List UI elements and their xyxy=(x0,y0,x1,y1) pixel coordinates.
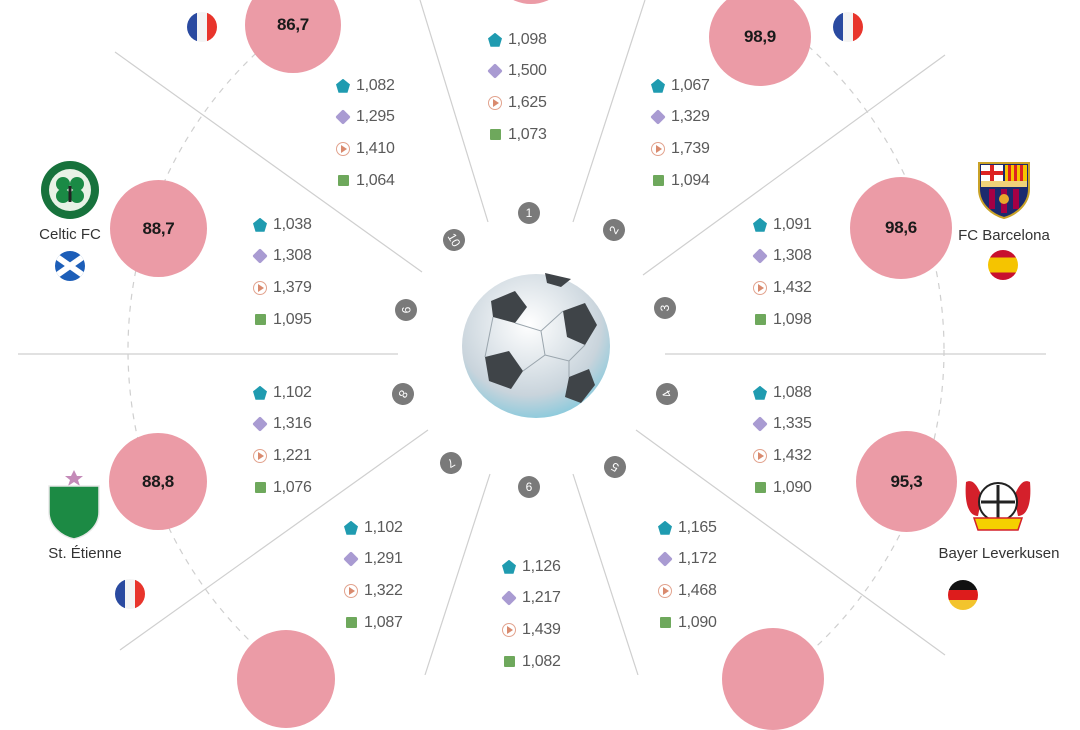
square-icon xyxy=(255,314,266,326)
play-circle-icon xyxy=(502,622,516,637)
pentagon-icon xyxy=(336,78,350,93)
stats-9: 1,038 1,308 1,379 1,095 xyxy=(252,209,343,335)
score-bubble-9: 88,7 xyxy=(110,180,207,277)
play-circle-icon xyxy=(253,448,267,463)
score-bubble-1 xyxy=(490,0,572,4)
play-circle-icon xyxy=(753,448,767,463)
score-bubble-4: 95,3 xyxy=(856,431,957,532)
club-name-leverkusen: Bayer Leverkusen xyxy=(938,545,1060,562)
square-icon xyxy=(504,656,515,668)
score-bubble-2: 98,9 xyxy=(709,0,811,86)
stats-6: 1,126 1,217 1,439 1,082 xyxy=(501,551,592,677)
club-name-barcelona: FC Barcelona xyxy=(958,227,1050,244)
play-circle-icon xyxy=(344,583,358,598)
radial-ranking-chart: 86,7 98,9 88,7 98,6 88,8 95,3 1,098 1,50… xyxy=(0,0,1080,675)
stats-1: 1,098 1,500 1,625 1,073 xyxy=(487,24,578,150)
pentagon-icon xyxy=(658,520,672,535)
france-flag-icon xyxy=(187,12,217,42)
club-name-celtic: Celtic FC xyxy=(39,226,101,243)
diamond-icon xyxy=(650,109,666,126)
square-icon xyxy=(660,617,671,629)
square-icon xyxy=(490,129,501,141)
pentagon-icon xyxy=(753,385,767,400)
france-flag-icon xyxy=(115,579,145,609)
square-icon xyxy=(346,617,357,629)
pentagon-icon xyxy=(502,559,516,574)
pentagon-icon xyxy=(488,32,502,47)
diamond-icon xyxy=(252,248,268,265)
spain-flag-icon xyxy=(988,250,1018,280)
play-circle-icon xyxy=(651,141,665,156)
diamond-icon xyxy=(752,248,768,265)
diamond-icon xyxy=(501,590,517,607)
score-bubble-5 xyxy=(722,628,824,730)
square-icon xyxy=(755,482,766,494)
diamond-icon xyxy=(343,551,359,568)
score-bubble-7 xyxy=(237,630,335,728)
stats-7: 1,102 1,291 1,322 1,087 xyxy=(343,512,434,638)
scotland-flag-icon xyxy=(55,251,85,281)
play-circle-icon xyxy=(336,141,350,156)
france-flag-icon xyxy=(833,12,863,42)
pentagon-icon xyxy=(344,520,358,535)
diamond-icon xyxy=(252,416,268,433)
stats-8: 1,102 1,316 1,221 1,076 xyxy=(252,377,343,503)
stats-10: 1,082 1,295 1,410 1,064 xyxy=(335,70,426,196)
play-circle-icon xyxy=(253,280,267,295)
play-circle-icon xyxy=(753,280,767,295)
leverkusen-crest-icon xyxy=(965,481,1031,531)
soccer-ball-icon xyxy=(462,273,610,418)
rank-badge-6: 6 xyxy=(518,476,540,498)
diamond-icon xyxy=(752,416,768,433)
stats-4: 1,088 1,335 1,432 1,090 xyxy=(752,377,843,503)
play-circle-icon xyxy=(488,95,502,110)
pentagon-icon xyxy=(253,217,267,232)
stats-5: 1,165 1,172 1,468 1,090 xyxy=(657,512,748,638)
celtic-crest-icon xyxy=(41,161,99,219)
square-icon xyxy=(653,175,664,187)
rank-badge-3: 3 xyxy=(654,297,676,319)
diamond-icon xyxy=(657,551,673,568)
pentagon-icon xyxy=(253,385,267,400)
rank-badge-9: 9 xyxy=(395,299,417,321)
score-bubble-3: 98,6 xyxy=(850,177,952,279)
st-etienne-crest-icon xyxy=(48,470,100,540)
stats-2: 1,067 1,329 1,739 1,094 xyxy=(650,70,741,196)
divider-lines xyxy=(18,0,1046,675)
pentagon-icon xyxy=(753,217,767,232)
square-icon xyxy=(338,175,349,187)
club-name-st-etienne: St. Étienne xyxy=(48,545,122,562)
square-icon xyxy=(755,314,766,326)
diamond-icon xyxy=(335,109,351,126)
stats-3: 1,091 1,308 1,432 1,098 xyxy=(752,209,843,335)
score-bubble-8: 88,8 xyxy=(109,433,207,530)
barcelona-crest-icon xyxy=(978,162,1030,219)
germany-flag-icon xyxy=(948,580,978,610)
diamond-icon xyxy=(487,63,503,80)
pentagon-icon xyxy=(651,78,665,93)
rank-badge-1: 1 xyxy=(518,202,540,224)
play-circle-icon xyxy=(658,583,672,598)
square-icon xyxy=(255,482,266,494)
